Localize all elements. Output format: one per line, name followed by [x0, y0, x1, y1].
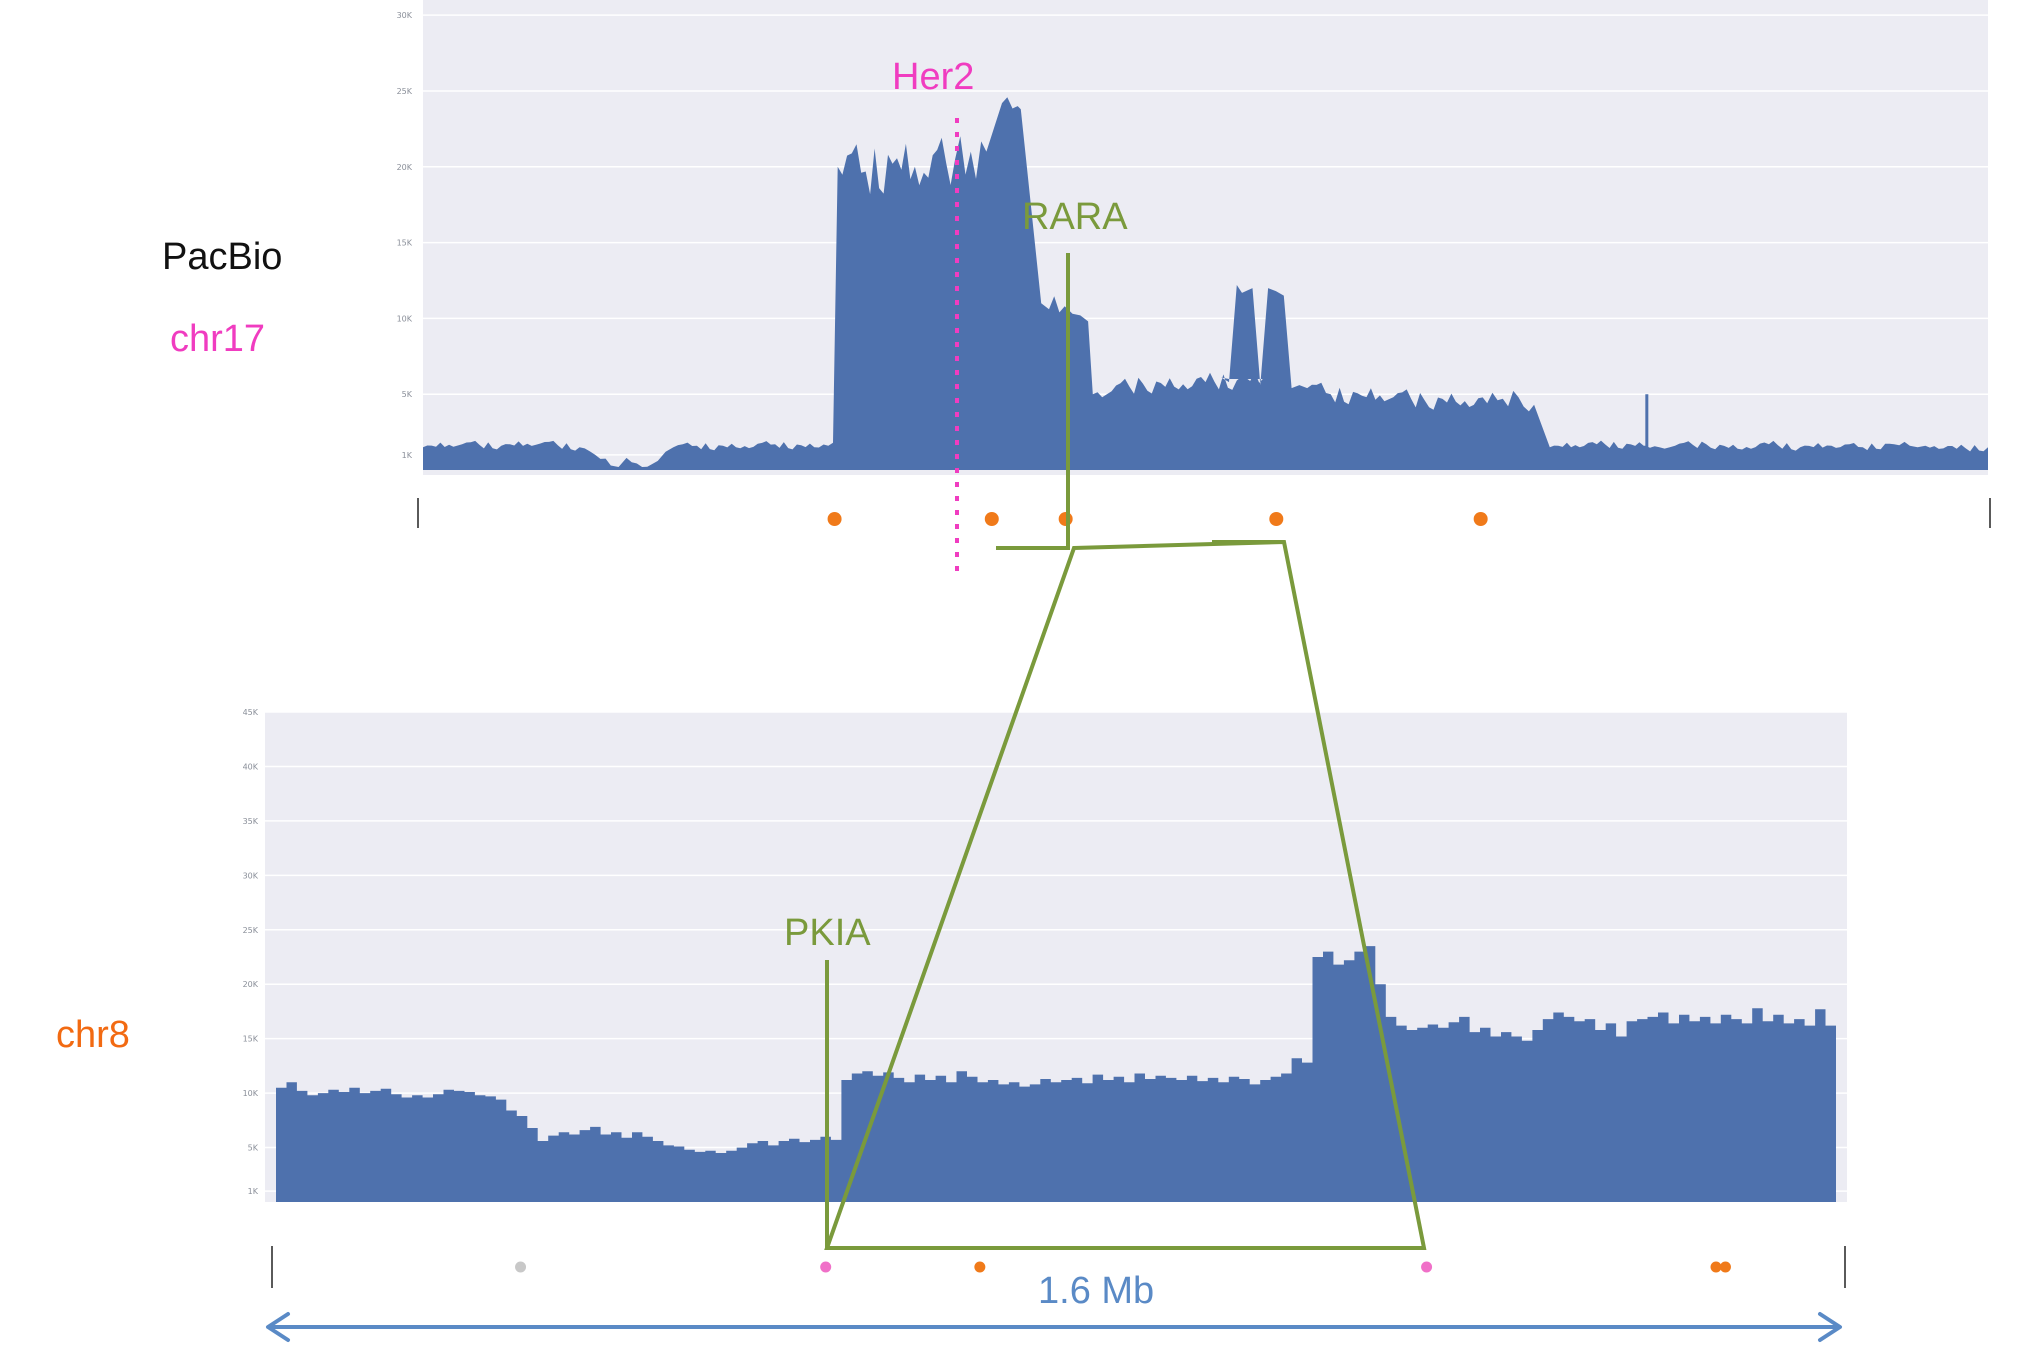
chr8-y-ticks: 1K 5K 10K 15K 20K 25K 30K 35K 40K 45K — [243, 708, 259, 1196]
chr8-label: chr8 — [56, 1014, 130, 1056]
rara-label: RARA — [1022, 196, 1128, 238]
chr8-breakpoint-dot — [974, 1261, 986, 1273]
chr17-y-tick-label: 30K — [397, 11, 413, 20]
fusion-trapezoid — [824, 539, 1427, 1250]
chr17-breakpoint-dot — [984, 512, 999, 526]
chr17-y-tick-label: 10K — [397, 314, 413, 323]
chr8-y-tick-label: 30K — [243, 871, 259, 880]
chr8-breakpoint-dot — [820, 1261, 832, 1273]
chr17-y-tick-label: 5K — [402, 390, 413, 399]
pacbio-label: PacBio — [162, 236, 283, 278]
chr17-label: chr17 — [170, 318, 266, 360]
chr8-coverage-bars — [276, 946, 1836, 1202]
chr17-y-tick-label: 15K — [397, 239, 413, 248]
chr8-y-tick-label: 35K — [243, 817, 259, 826]
chr8-y-tick-label: 1K — [248, 1187, 259, 1196]
scale-arrow-right-head — [1818, 1312, 1842, 1342]
chr17-breakpoint-dot — [1473, 512, 1488, 526]
chr8-breakpoint-dot — [1710, 1261, 1722, 1273]
chr17-coverage-area — [423, 97, 1988, 471]
her2-label: Her2 — [892, 56, 975, 98]
chr17-y-tick-label: 25K — [397, 87, 413, 96]
chr8-breakpoint-dot — [1719, 1261, 1731, 1273]
chr8-y-tick-label: 15K — [243, 1035, 259, 1044]
chr8-y-tick-label: 40K — [243, 762, 259, 771]
chr8-y-tick-label: 45K — [243, 708, 259, 717]
chr17-breakpoint-dot — [1269, 512, 1284, 526]
chr8-y-tick-label: 10K — [243, 1089, 259, 1098]
chr17-breakpoint-dot — [1058, 512, 1073, 526]
pkia-label: PKIA — [784, 912, 871, 954]
chr8-breakpoint-dot — [515, 1261, 527, 1273]
chr17-y-tick-label: 1K — [402, 451, 413, 460]
chr17-breakpoint-dot — [827, 512, 842, 526]
chr8-y-tick-label: 25K — [243, 926, 259, 935]
chr8-y-tick-label: 20K — [243, 980, 259, 989]
scale-label: 1.6 Mb — [1038, 1270, 1155, 1312]
chr8-breakpoint-dot — [1421, 1261, 1433, 1273]
chr17-breakpoint-dots — [827, 512, 1488, 526]
scale-arrow-left-head — [266, 1312, 290, 1342]
chr8-y-tick-label: 5K — [248, 1144, 259, 1153]
chr17-y-ticks: 1K 5K 10K 15K 20K 25K 30K — [397, 11, 413, 460]
rara-connector — [996, 253, 1070, 550]
chr8-breakpoint-dots — [515, 1261, 1731, 1273]
chr17-y-tick-label: 20K — [397, 163, 413, 172]
